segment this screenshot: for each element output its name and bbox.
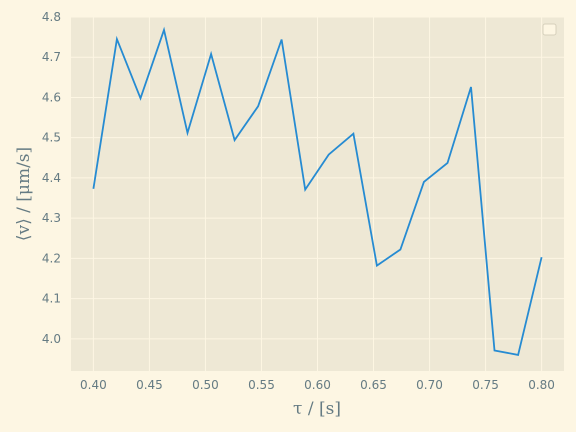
y-tick-label: 4.3 <box>42 211 61 225</box>
data-point <box>328 154 330 156</box>
data-point <box>163 29 165 31</box>
grid-lines <box>71 16 564 371</box>
data-point <box>304 189 306 191</box>
y-tick-label: 4.5 <box>42 131 61 145</box>
data-point <box>494 349 496 351</box>
data-point <box>281 39 283 41</box>
x-tick-label: 0.60 <box>304 378 331 392</box>
data-point <box>92 188 94 190</box>
series-line <box>92 26 543 356</box>
data-point <box>423 181 425 183</box>
x-tick-label: 0.55 <box>248 378 275 392</box>
y-tick-label: 4.4 <box>42 171 61 185</box>
x-axis-label: τ / [s] <box>293 399 341 419</box>
x-tick-label: 0.75 <box>472 378 499 392</box>
y-tick-label: 4.6 <box>42 90 61 104</box>
x-tick-label: 0.40 <box>80 378 107 392</box>
data-point <box>399 249 401 251</box>
data-point <box>116 38 118 40</box>
data-point <box>257 105 259 107</box>
legend-box <box>542 23 557 36</box>
x-tick-label: 0.50 <box>192 378 219 392</box>
data-point <box>210 53 212 55</box>
y-tick-label: 4.7 <box>42 50 61 64</box>
data-point <box>446 162 448 164</box>
y-tick-label: 4.0 <box>42 332 61 346</box>
y-tick-label: 4.2 <box>42 251 61 265</box>
data-point <box>187 132 189 134</box>
data-point <box>139 97 141 99</box>
y-tick-label: 4.1 <box>42 292 61 306</box>
x-tick-label: 0.80 <box>528 378 555 392</box>
y-axis-label: ⟨v⟩ / [μm/s] <box>14 147 34 241</box>
data-point <box>376 265 378 267</box>
data-point <box>541 256 543 258</box>
data-point <box>352 133 354 135</box>
x-tick-label: 0.45 <box>136 378 163 392</box>
data-point <box>470 86 472 88</box>
data-point <box>517 354 519 356</box>
y-tick-label: 4.8 <box>42 10 61 24</box>
data-point <box>234 139 236 141</box>
series-group <box>92 26 543 356</box>
x-tick-label: 0.65 <box>360 378 387 392</box>
x-tick-label: 0.70 <box>416 378 443 392</box>
tick-labels: 0.40 0.45 0.50 0.55 0.60 0.65 0.70 0.75 0.80 4.0 4… <box>42 10 555 392</box>
